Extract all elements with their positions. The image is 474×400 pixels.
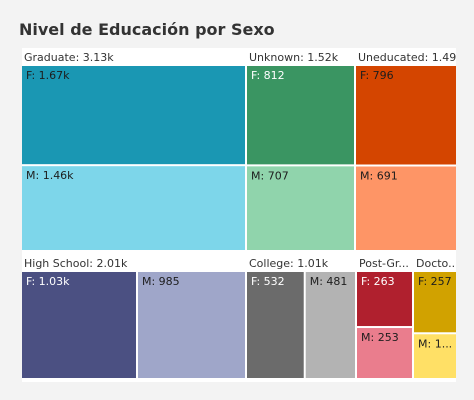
treemap-area: Graduate: 3.13k F: 1.67k M: 1.46k Unknown: … (22, 48, 456, 382)
tile-label-college-f: F: 532 (251, 275, 285, 288)
tile-label-graduate-m: M: 1.46k (26, 169, 74, 182)
tile-post-gr-f[interactable] (357, 272, 412, 327)
tile-college-m[interactable] (305, 272, 355, 378)
tile-graduate-f[interactable] (22, 66, 245, 165)
group-label-uneducated: Uneducated: 1.49k (358, 51, 456, 64)
tile-docto-f[interactable] (414, 272, 456, 333)
tile-label-post-gr-f: F: 263 (361, 275, 395, 288)
tile-label-graduate-f: F: 1.67k (26, 69, 70, 82)
group-label-graduate: Graduate: 3.13k (24, 51, 114, 64)
tile-post-gr-m[interactable] (357, 328, 412, 378)
tile-label-uneducated-f: F: 796 (360, 69, 394, 82)
group-label-docto: Docto... (416, 257, 456, 270)
tile-high-school-f[interactable] (22, 272, 136, 378)
tile-uneducated-m[interactable] (356, 166, 456, 250)
tile-docto-m[interactable] (414, 334, 456, 378)
tile-label-college-m: M: 481 (310, 275, 348, 288)
group-label-unknown: Unknown: 1.52k (249, 51, 339, 64)
tile-label-high-school-m: M: 985 (142, 275, 180, 288)
group-label-post-gr: Post-Gr... (359, 257, 409, 270)
tile-label-post-gr-m: M: 253 (361, 331, 399, 344)
tile-label-docto-f: F: 257 (418, 275, 452, 288)
tile-label-unknown-m: M: 707 (251, 169, 289, 182)
tile-label-uneducated-m: M: 691 (360, 169, 398, 182)
tile-label-high-school-f: F: 1.03k (26, 275, 70, 288)
tile-unknown-f[interactable] (247, 66, 354, 165)
tile-uneducated-f[interactable] (356, 66, 456, 165)
tile-label-docto-m: M: 1... (418, 337, 452, 350)
tile-college-f[interactable] (247, 272, 304, 378)
group-label-college: College: 1.01k (249, 257, 329, 270)
treemap-svg: Graduate: 3.13k F: 1.67k M: 1.46k Unknown: … (22, 51, 456, 378)
group-label-high-school: High School: 2.01k (24, 257, 128, 270)
tile-graduate-m[interactable] (22, 166, 245, 250)
tile-high-school-m[interactable] (137, 272, 245, 378)
tile-label-unknown-f: F: 812 (251, 69, 285, 82)
tile-unknown-m[interactable] (247, 166, 354, 250)
chart-title: Nivel de Educación por Sexo (19, 20, 275, 39)
